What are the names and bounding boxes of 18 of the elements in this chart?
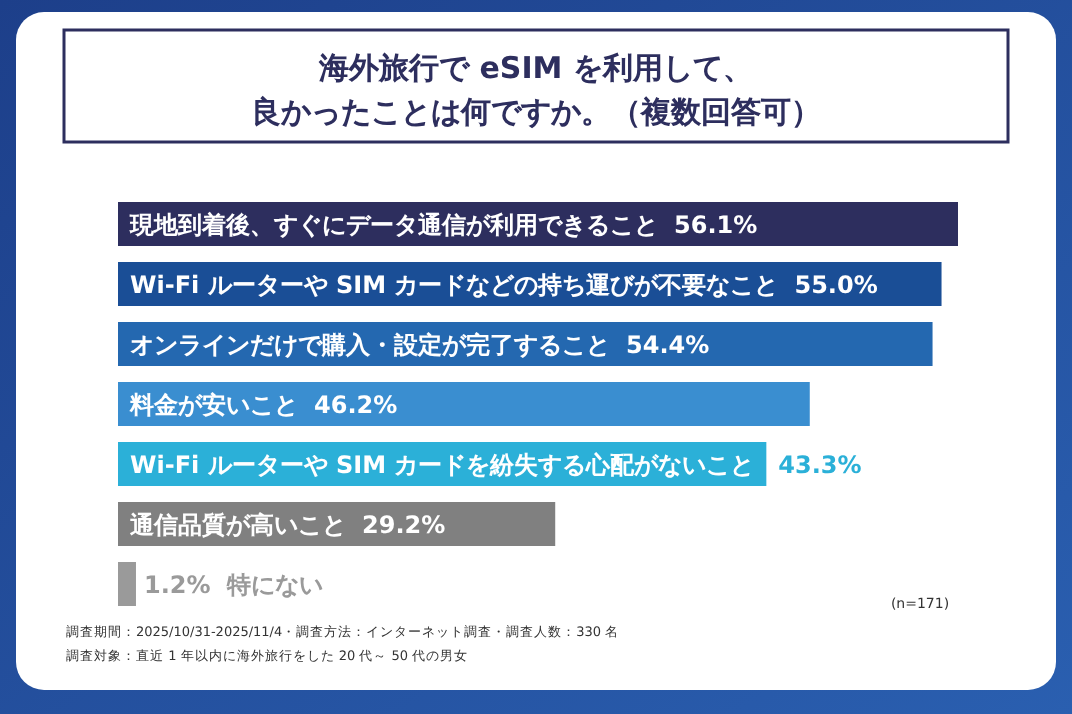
chart-title: 海外旅行で eSIM を利用して、 — [317, 50, 753, 86]
y-tick-label: Wi-Fi ルーターや SIM カードなどの持ち運びが不要なこと — [130, 271, 779, 299]
y-tick-label: オンラインだけで購入・設定が完了すること — [130, 331, 610, 359]
y-tick-label: 通信品質が高いこと — [128, 511, 346, 539]
y-tick-label: 現地到着後、すぐにデータ通信が利用できること — [128, 211, 658, 239]
data-label: 54.4% — [626, 331, 710, 359]
data-label: 43.3% — [778, 451, 862, 479]
data-label: 55.0% — [794, 271, 878, 299]
bar — [118, 382, 810, 426]
y-tick-label: 料金が安いこと — [128, 391, 298, 419]
data-label: 1.2% — [143, 571, 211, 599]
chart-subtitle: 良かったことは何ですか。（複数回答可） — [251, 94, 821, 130]
data-label: 46.2% — [314, 391, 398, 419]
bar — [118, 562, 136, 606]
data-label: 29.2% — [362, 511, 446, 539]
y-tick-label: Wi-Fi ルーターや SIM カードを紛失する心配がないこと — [130, 451, 755, 479]
y-tick-label: 特にない — [224, 571, 323, 599]
data-label: 56.1% — [674, 211, 758, 239]
